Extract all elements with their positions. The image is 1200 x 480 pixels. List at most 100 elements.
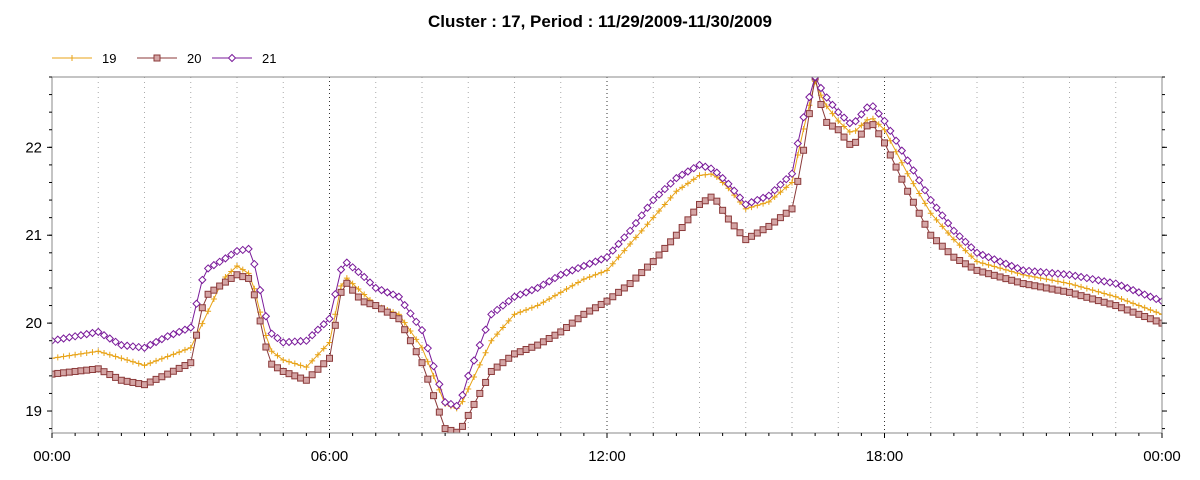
- data-point: [632, 234, 639, 241]
- data-point: [395, 315, 403, 323]
- data-point: [99, 331, 109, 340]
- data-point: [800, 146, 808, 154]
- data-point: [123, 377, 131, 385]
- data-point: [828, 100, 837, 110]
- data-point: [886, 126, 895, 136]
- data-point: [823, 103, 830, 110]
- data-point: [175, 364, 183, 372]
- data-point: [1060, 279, 1067, 286]
- data-point: [551, 292, 558, 299]
- data-point: [239, 273, 247, 281]
- data-point: [794, 177, 802, 185]
- data-point: [1118, 295, 1125, 302]
- data-point: [1159, 311, 1162, 318]
- data-point: [441, 425, 449, 433]
- data-point: [458, 422, 466, 430]
- data-point: [244, 244, 253, 254]
- data-point: [158, 373, 166, 381]
- data-point: [615, 254, 622, 261]
- data-point: [667, 194, 674, 201]
- data-point: [423, 343, 432, 353]
- x-tick-label: 06:00: [311, 448, 349, 465]
- data-point: [672, 231, 680, 239]
- data-point: [742, 236, 750, 244]
- data-point: [256, 317, 264, 325]
- data-point: [985, 270, 993, 278]
- data-point: [453, 428, 461, 433]
- data-point: [122, 341, 132, 350]
- data-point: [309, 357, 316, 364]
- data-point: [609, 260, 616, 267]
- data-point: [729, 186, 739, 195]
- data-point: [228, 268, 235, 275]
- data-point: [1065, 270, 1074, 279]
- data-point: [227, 53, 237, 63]
- data-point: [799, 113, 808, 122]
- data-point: [180, 325, 190, 334]
- data-point: [724, 179, 733, 189]
- data-point: [973, 266, 981, 274]
- legend-item-20: 20: [137, 51, 201, 66]
- data-point: [1030, 267, 1040, 276]
- data-point: [313, 325, 323, 334]
- data-point: [314, 365, 322, 373]
- data-point: [961, 237, 970, 247]
- data-point: [771, 193, 778, 200]
- data-point: [435, 408, 443, 416]
- data-point: [991, 263, 998, 270]
- data-point: [643, 263, 651, 271]
- data-point: [273, 364, 281, 372]
- data-point: [1152, 294, 1161, 304]
- data-point: [153, 357, 160, 364]
- data-point: [440, 398, 450, 407]
- data-point: [349, 286, 357, 294]
- data-point: [499, 359, 507, 367]
- data-point: [839, 113, 849, 122]
- data-point: [124, 357, 131, 364]
- data-point: [1071, 290, 1079, 298]
- data-point: [972, 248, 982, 258]
- data-point: [354, 293, 362, 301]
- data-point: [1095, 288, 1102, 295]
- data-point: [464, 411, 472, 419]
- data-point: [1007, 261, 1016, 271]
- data-point: [1147, 306, 1154, 313]
- data-point: [164, 370, 172, 378]
- data-point: [604, 267, 610, 274]
- data-point: [690, 208, 698, 216]
- data-point: [765, 222, 773, 230]
- data-point: [707, 193, 715, 201]
- data-point: [551, 331, 559, 339]
- data-point: [1094, 297, 1102, 305]
- data-point: [921, 200, 928, 207]
- data-point: [556, 270, 565, 279]
- data-point: [510, 292, 519, 301]
- data-point: [1117, 281, 1126, 290]
- data-point: [1141, 304, 1148, 311]
- data-point: [262, 343, 270, 351]
- data-point: [176, 349, 183, 356]
- data-point: [95, 348, 102, 355]
- data-point: [308, 371, 316, 379]
- data-point: [471, 373, 478, 380]
- data-point: [505, 354, 513, 362]
- data-point: [1048, 285, 1056, 293]
- data-point: [1042, 268, 1051, 277]
- data-point: [72, 351, 79, 358]
- data-point: [134, 342, 143, 352]
- data-point: [498, 301, 508, 310]
- x-tick-label: 00:00: [1143, 448, 1181, 465]
- data-point: [638, 227, 645, 234]
- legend-item-21: 21: [212, 51, 276, 66]
- data-point: [343, 279, 351, 287]
- data-point: [800, 126, 807, 133]
- data-point: [562, 268, 571, 277]
- data-point: [417, 325, 427, 335]
- data-point: [250, 291, 258, 299]
- data-point: [487, 367, 495, 375]
- data-point: [291, 372, 299, 380]
- data-point: [1072, 282, 1079, 289]
- data-point: [198, 275, 207, 285]
- data-point: [627, 241, 634, 248]
- data-point: [388, 290, 398, 299]
